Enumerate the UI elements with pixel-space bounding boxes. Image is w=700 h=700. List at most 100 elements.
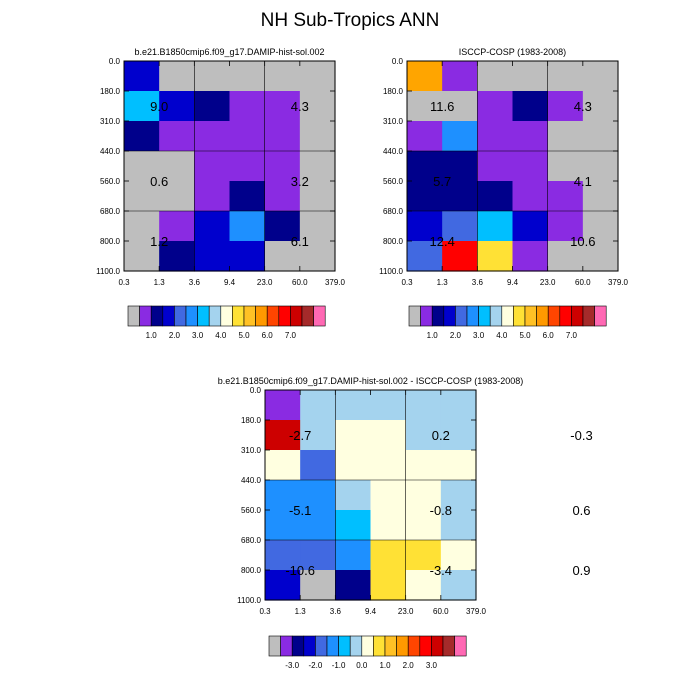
colorbar-swatch <box>431 635 444 657</box>
colorbar: 1.0 2.0 3.0 4.0 5.0 6.0 7.0 <box>127 305 326 340</box>
heatmap-cell <box>299 121 336 152</box>
heatmap-cell <box>335 390 372 421</box>
y-tick-label: 560.0 <box>383 177 404 186</box>
heatmap-cell <box>124 121 160 152</box>
x-tick-label: 1.3 <box>437 278 449 287</box>
heatmap-cell <box>264 211 301 242</box>
heatmap-cell <box>159 151 195 182</box>
heatmap-cell <box>159 91 195 122</box>
heatmap-cell <box>405 420 442 451</box>
heatmap-cell <box>299 91 336 122</box>
cell-value-label: -2.7 <box>289 428 311 443</box>
colorbar-swatch <box>571 305 584 327</box>
heatmap-cell <box>440 390 477 421</box>
colorbar-swatch <box>455 305 468 327</box>
heatmap-cell <box>265 420 301 451</box>
heatmap-cell <box>582 151 619 182</box>
heatmap-cell <box>229 151 266 182</box>
cell-value-label: 0.6 <box>150 174 168 189</box>
heatmap-cell <box>265 510 301 541</box>
y-tick-label: 1100.0 <box>237 596 261 605</box>
heatmap-cell <box>370 540 407 571</box>
heatmap-cell <box>440 420 477 451</box>
heatmap-cell <box>512 151 549 182</box>
colorbar-swatch <box>442 635 455 657</box>
y-tick-label: 0.0 <box>250 386 262 395</box>
colorbar-swatch <box>408 305 421 327</box>
x-tick-label: 60.0 <box>575 278 591 287</box>
cell-value-label: 5.7 <box>433 174 451 189</box>
colorbar-swatch <box>536 305 549 327</box>
heatmap-cell <box>124 211 160 242</box>
colorbar-swatch <box>524 305 537 327</box>
cell-value-label: 0.2 <box>432 428 450 443</box>
heatmap-cell <box>440 510 477 541</box>
panel-title: b.e21.B1850cmip6.f09_g17.DAMIP-hist-sol.… <box>218 376 524 386</box>
heatmap-cell <box>582 211 619 242</box>
x-tick-label: 60.0 <box>292 278 308 287</box>
colorbar-label: 5.0 <box>519 331 531 340</box>
heatmap-cell <box>264 121 301 152</box>
colorbar-label: -1.0 <box>332 661 346 670</box>
heatmap-cell <box>124 61 160 92</box>
x-tick-label: 9.4 <box>365 607 377 616</box>
x-tick-label: 3.6 <box>189 278 201 287</box>
colorbar: 1.0 2.0 3.0 4.0 5.0 6.0 7.0 <box>408 305 607 340</box>
colorbar-swatch <box>513 305 526 327</box>
heatmap-cell <box>124 241 160 272</box>
cell-value-label: 10.6 <box>570 234 595 249</box>
heatmap-cell <box>405 480 442 511</box>
heatmap-cell <box>194 211 231 242</box>
colorbar-swatch <box>139 305 152 327</box>
colorbar-swatch <box>150 305 164 327</box>
heatmap-cell <box>370 450 407 481</box>
colorbar-swatch <box>280 635 293 657</box>
colorbar-label: 2.0 <box>169 331 181 340</box>
colorbar-swatch <box>407 635 421 657</box>
cell-value-label: 0.9 <box>572 563 590 578</box>
heatmap-cell <box>407 151 443 182</box>
colorbar-swatch <box>501 305 514 327</box>
colorbar-label: 4.0 <box>496 331 508 340</box>
cell-value-label: 4.1 <box>574 174 592 189</box>
heatmap-cell <box>300 570 336 601</box>
colorbar-label: 1.0 <box>427 331 439 340</box>
y-tick-label: 1100.0 <box>379 267 403 276</box>
colorbar-label: 4.0 <box>215 331 227 340</box>
heatmap-cell <box>442 61 478 92</box>
heatmap-cell <box>265 570 301 601</box>
x-tick-label: 1.3 <box>154 278 166 287</box>
heatmap-cell <box>405 450 442 481</box>
cell-value-label: 4.3 <box>291 99 309 114</box>
heatmap-cell <box>159 241 195 272</box>
colorbar-label: 3.0 <box>473 331 485 340</box>
heatmap-cell <box>477 181 514 212</box>
heatmap-cell <box>547 151 584 182</box>
colorbar-swatch <box>232 305 245 327</box>
heatmap-cell <box>265 390 301 421</box>
heatmap-cell <box>265 480 301 511</box>
heatmap-cell <box>299 181 336 212</box>
heatmap-cell <box>335 420 372 451</box>
cell-value-label: -0.3 <box>570 428 592 443</box>
y-tick-label: 680.0 <box>100 207 121 216</box>
colorbar-swatch <box>594 305 607 327</box>
heatmap-cell <box>194 121 231 152</box>
heatmap-cell <box>477 241 514 272</box>
y-tick-label: 180.0 <box>383 87 404 96</box>
heatmap-cell <box>229 61 266 92</box>
heatmap-cell <box>477 151 514 182</box>
heatmap-cell <box>335 570 372 601</box>
heatmap-cell <box>159 61 195 92</box>
colorbar-swatch <box>290 305 303 327</box>
y-tick-label: 680.0 <box>241 536 262 545</box>
heatmap-cell <box>370 480 407 511</box>
heatmap-cell <box>512 211 549 242</box>
colorbar-label: -3.0 <box>285 661 299 670</box>
heatmap-cell <box>582 91 619 122</box>
colorbar-label: 2.0 <box>450 331 462 340</box>
x-tick-label: 60.0 <box>433 607 449 616</box>
colorbar: -3.0 -2.0 -1.0 0.0 1.0 2.0 3.0 <box>268 635 467 670</box>
heatmap-cell <box>405 390 442 421</box>
heatmap-cell <box>300 510 336 541</box>
